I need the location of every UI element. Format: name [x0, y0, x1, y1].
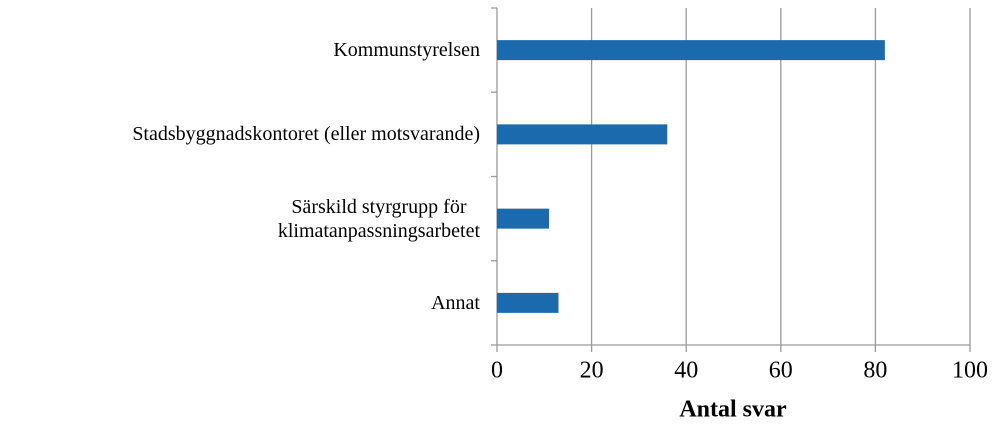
x-tick-label: 40 [674, 358, 698, 384]
bar [497, 292, 559, 313]
x-axis-label: Antal svar [679, 397, 787, 423]
x-tick-label: 100 [952, 358, 988, 384]
bar [497, 124, 668, 145]
bar [497, 40, 885, 61]
y-tick-label: Kommunstyrelsen [333, 39, 480, 62]
x-tick-label: 0 [491, 358, 503, 384]
x-tick-label: 60 [769, 358, 793, 384]
y-tick-label: Särskild styrgrupp för klimatanpassnings… [277, 195, 480, 242]
x-tick-label: 80 [863, 358, 887, 384]
x-tick-label: 20 [580, 358, 604, 384]
y-tick-label: Stadsbyggnadskontoret (eller motsvarande… [132, 123, 480, 146]
y-tick-label: Annat [431, 291, 480, 314]
bar [497, 208, 550, 229]
